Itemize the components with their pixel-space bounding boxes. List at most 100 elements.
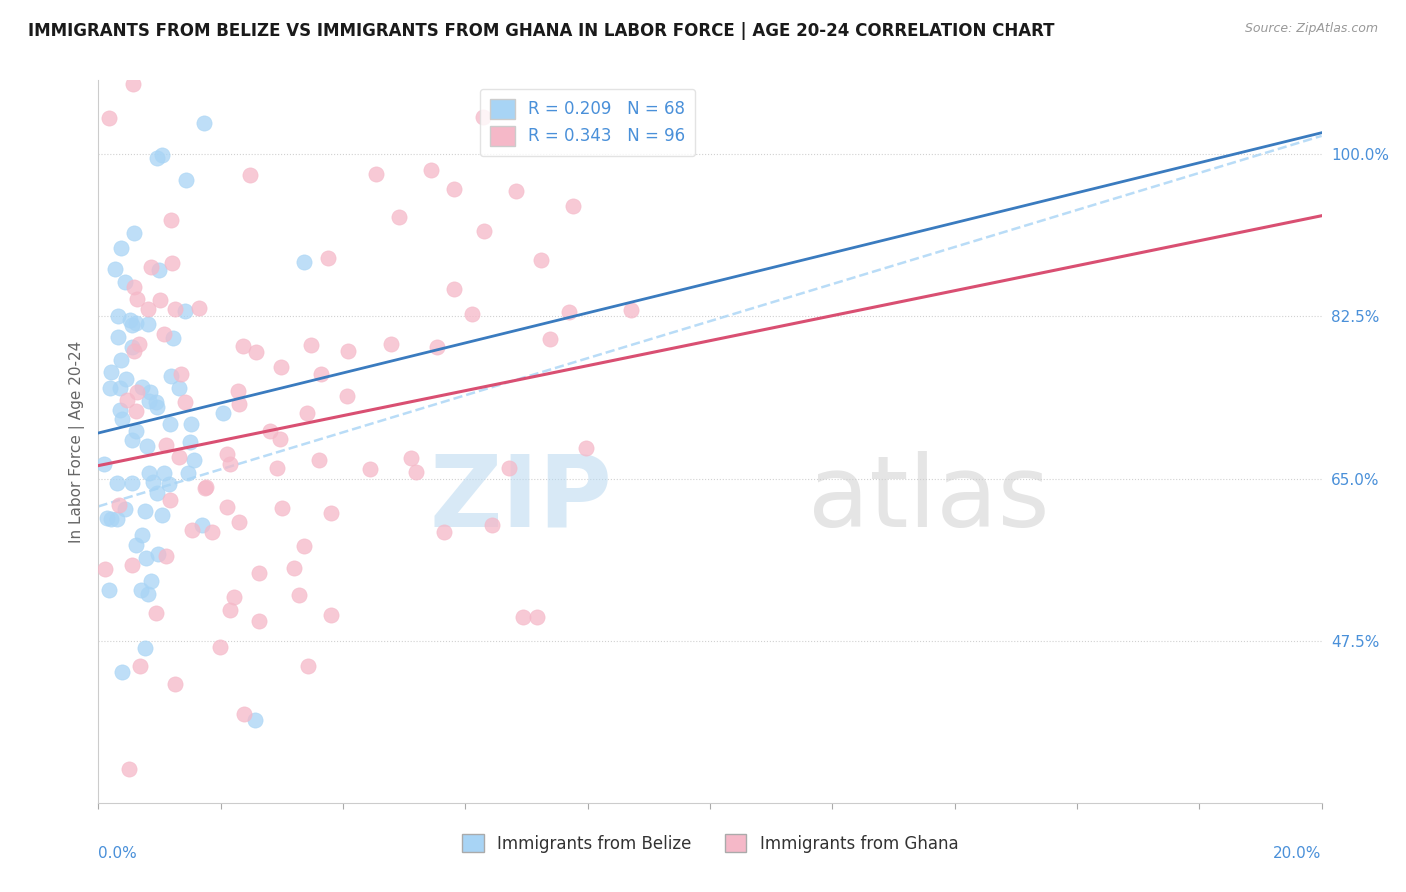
Point (115, 393, 138, 408)
Point (145, 606, 167, 620)
Point (432, 524, 454, 539)
Text: 0.0%: 0.0% (98, 847, 138, 861)
Point (146, 485, 169, 500)
Point (121, 318, 143, 332)
Point (174, 394, 197, 409)
Point (319, 608, 342, 623)
Point (170, 368, 193, 382)
Point (136, 301, 159, 316)
Point (399, 450, 422, 465)
Point (259, 424, 281, 438)
Point (283, 561, 305, 575)
Point (107, 309, 129, 323)
Point (481, 518, 503, 533)
Point (183, 453, 205, 467)
Point (364, 168, 387, 182)
Point (165, 302, 187, 317)
Point (558, 304, 581, 318)
Point (110, 353, 132, 368)
Point (122, 343, 145, 358)
Point (228, 515, 250, 529)
Point (498, 460, 520, 475)
Point (124, 538, 146, 552)
Point (108, 402, 131, 417)
Point (217, 447, 239, 461)
Point (153, 467, 176, 481)
Point (165, 677, 187, 691)
Point (142, 475, 165, 490)
Point (266, 461, 288, 475)
Point (104, 262, 127, 277)
Point (124, 226, 146, 240)
Point (145, 394, 167, 409)
Point (308, 453, 330, 467)
Point (222, 590, 245, 604)
Point (107, 498, 129, 512)
Point (443, 282, 465, 296)
Point (200, 525, 222, 540)
Point (219, 458, 242, 472)
Point (111, 411, 134, 425)
Point (100, 512, 122, 526)
Point (115, 372, 138, 386)
Point (98, 381, 121, 395)
Point (269, 432, 291, 446)
Point (474, 224, 496, 238)
Point (190, 518, 212, 533)
Point (134, 640, 156, 655)
Point (155, 549, 177, 563)
Point (512, 610, 534, 624)
Point (100, 366, 122, 380)
Point (150, 148, 173, 162)
Point (233, 706, 256, 721)
Legend: Immigrants from Belize, Immigrants from Ghana: Immigrants from Belize, Immigrants from … (456, 828, 965, 860)
Text: Source: ZipAtlas.com: Source: ZipAtlas.com (1244, 22, 1378, 36)
Point (193, 115, 215, 129)
Point (118, 762, 141, 776)
Point (245, 344, 267, 359)
Point (232, 339, 254, 353)
Text: IMMIGRANTS FROM BELIZE VS IMMIGRANTS FROM GHANA IN LABOR FORCE | AGE 20-24 CORRE: IMMIGRANTS FROM BELIZE VS IMMIGRANTS FRO… (28, 22, 1054, 40)
Point (141, 574, 163, 589)
Point (120, 313, 142, 327)
Point (562, 199, 585, 213)
Point (121, 433, 143, 447)
Point (93, 458, 115, 472)
Point (218, 603, 240, 617)
Point (181, 523, 204, 537)
Point (138, 317, 160, 331)
Point (187, 301, 209, 315)
Point (292, 540, 315, 554)
Point (139, 260, 162, 274)
Point (131, 528, 153, 542)
Point (169, 450, 191, 464)
Y-axis label: In Labor Force | Age 20-24: In Labor Force | Age 20-24 (69, 341, 84, 542)
Point (247, 614, 270, 628)
Point (167, 381, 190, 395)
Point (195, 480, 218, 494)
Point (110, 241, 132, 255)
Point (125, 403, 148, 417)
Point (177, 466, 200, 480)
Point (361, 814, 384, 828)
Point (129, 658, 152, 673)
Point (107, 330, 129, 344)
Point (125, 292, 148, 306)
Point (148, 263, 170, 277)
Point (530, 253, 553, 268)
Point (138, 466, 160, 480)
Point (146, 547, 169, 561)
Point (97, 111, 120, 125)
Point (208, 640, 231, 654)
Point (212, 406, 235, 420)
Point (121, 475, 143, 490)
Point (96, 511, 118, 525)
Point (359, 461, 381, 475)
Point (124, 280, 146, 294)
Point (226, 384, 249, 398)
Text: atlas: atlas (808, 450, 1049, 548)
Point (271, 501, 294, 516)
Point (538, 332, 561, 346)
Point (125, 424, 148, 438)
Point (405, 465, 427, 479)
